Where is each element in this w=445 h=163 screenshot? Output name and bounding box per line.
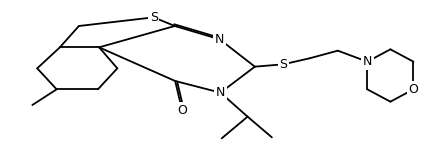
Text: S: S bbox=[150, 11, 158, 24]
Text: N: N bbox=[216, 86, 225, 99]
Text: S: S bbox=[279, 58, 287, 71]
Text: N: N bbox=[363, 55, 372, 68]
Text: O: O bbox=[409, 83, 418, 96]
Text: O: O bbox=[177, 104, 187, 117]
Text: N: N bbox=[215, 33, 224, 46]
